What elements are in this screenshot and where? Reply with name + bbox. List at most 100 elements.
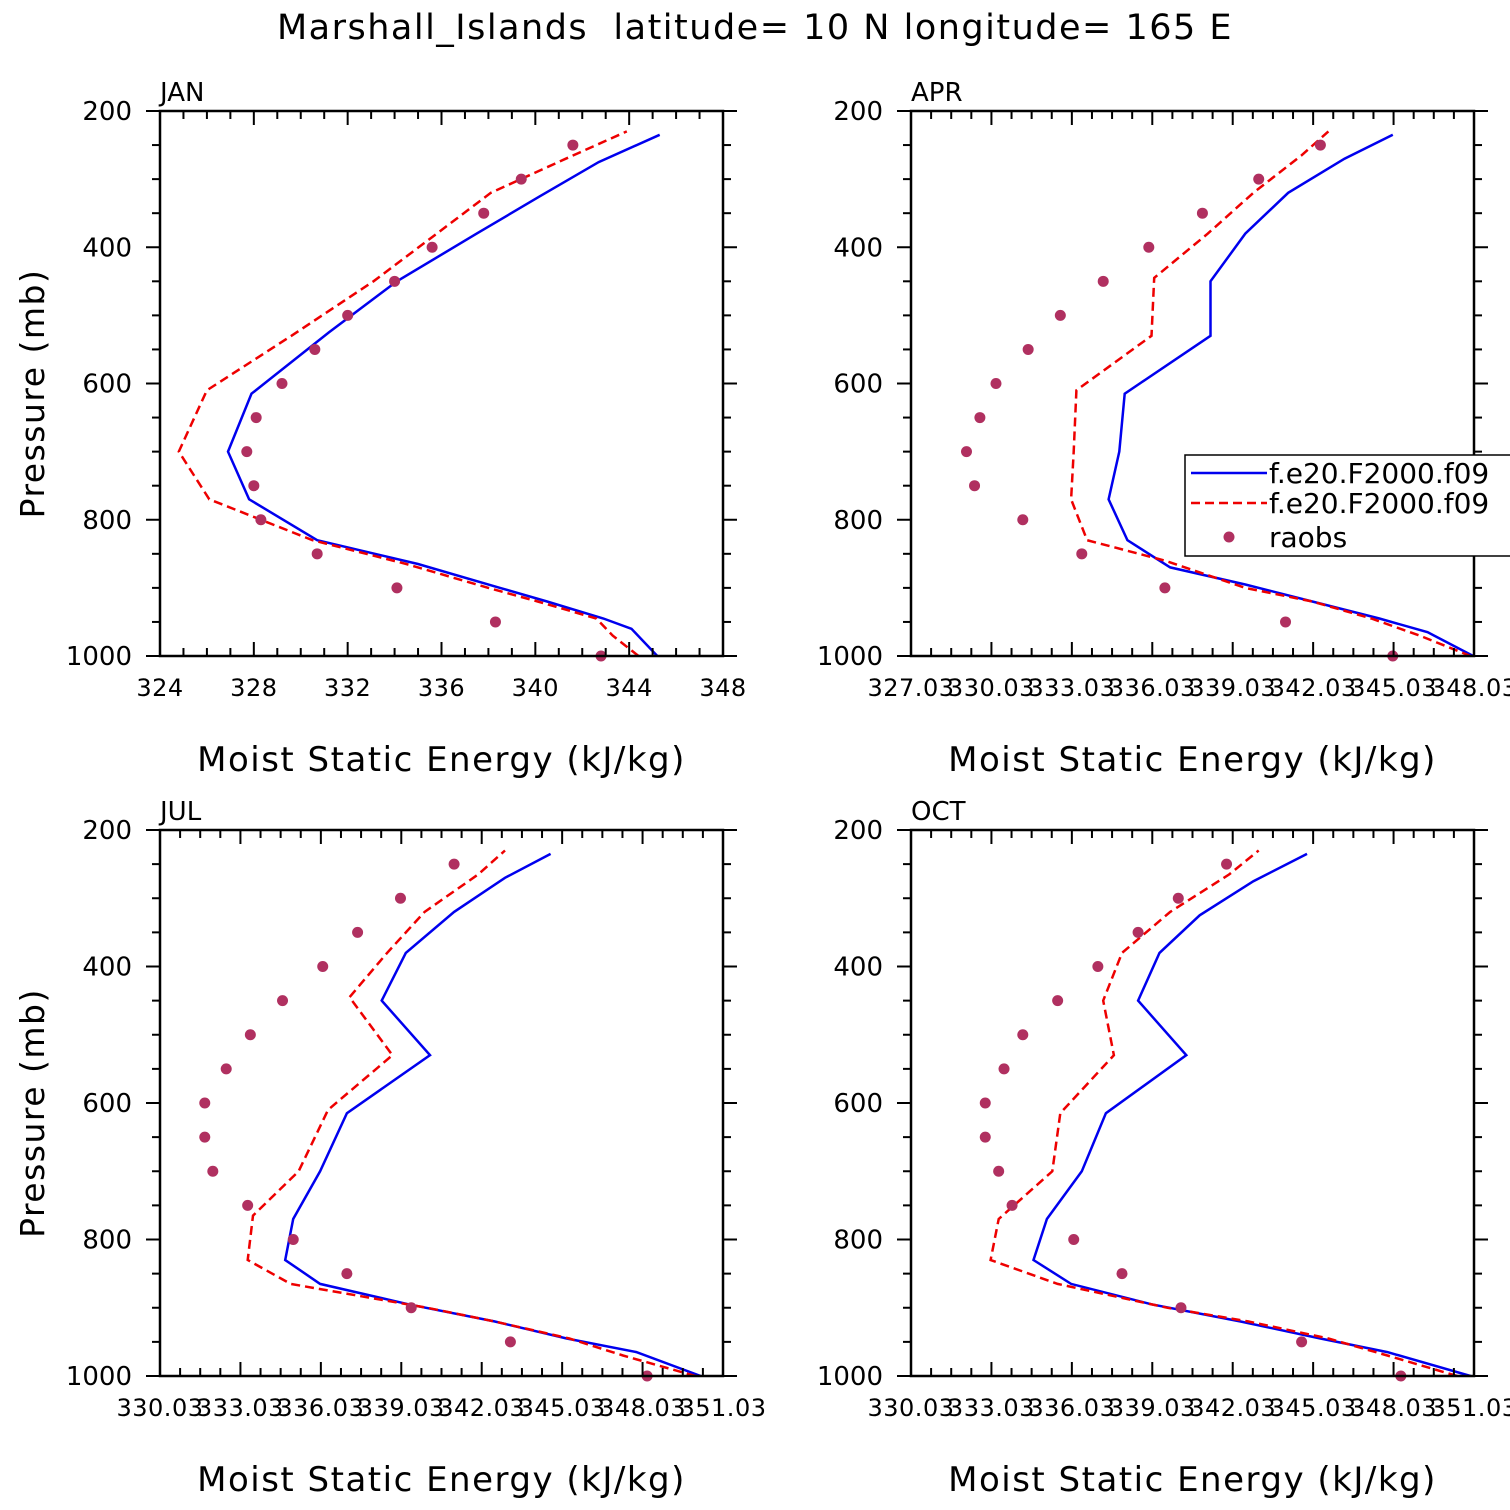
x-tick-label: 336.03: [277, 1394, 364, 1422]
x-tick-label: 333.03: [197, 1394, 284, 1422]
y-tick-label: 800: [82, 506, 132, 536]
x-tick-label: 332: [324, 674, 371, 702]
x-tick-label: 333.03: [1028, 674, 1115, 702]
raobs-point: [969, 480, 981, 492]
y-tick-label: 600: [82, 370, 132, 400]
x-tick-label: 345.03: [1270, 1394, 1357, 1422]
y-tick-label: 800: [833, 506, 883, 536]
x-tick-label: 324: [136, 674, 183, 702]
raobs-point: [1076, 548, 1088, 560]
raobs-point: [391, 582, 403, 594]
y-tick-label: 400: [833, 953, 883, 983]
raobs-point: [979, 1097, 991, 1109]
raobs-point: [241, 446, 253, 458]
series-line-solid: [1107, 133, 1474, 656]
raobs-point: [979, 1131, 991, 1143]
y-tick-label: 1000: [66, 1362, 132, 1392]
y-tick-label: 600: [833, 1089, 883, 1119]
y-axis-label: Pressure (mb): [13, 269, 52, 519]
raobs-point: [1006, 1199, 1018, 1211]
raobs-point: [248, 480, 260, 492]
raobs-point: [974, 412, 986, 424]
x-axis-label: Moist Static Energy (kJ/kg): [948, 1460, 1437, 1500]
legend-swatch-markers: [1223, 531, 1235, 543]
raobs-point: [287, 1234, 299, 1245]
y-tick-label: 200: [82, 97, 132, 127]
y-tick-label: 200: [833, 97, 883, 127]
raobs-point: [277, 995, 289, 1007]
raobs-point: [1054, 309, 1066, 321]
x-tick-label: 351.03: [1431, 1394, 1510, 1422]
raobs-point: [250, 412, 262, 424]
raobs-point: [199, 1131, 211, 1143]
y-axis-label: Pressure (mb): [13, 988, 52, 1238]
series-line-solid: [1032, 852, 1471, 1376]
raobs-point: [1175, 1302, 1187, 1314]
raobs-point: [1196, 207, 1208, 219]
raobs-point: [998, 1063, 1010, 1075]
x-tick-label: 333.03: [948, 1394, 1035, 1422]
x-tick-label: 339.03: [1189, 674, 1276, 702]
panel-jan: 324 328 332 336 340 344 348 200 400 600 800 1000 JAN…: [13, 78, 746, 780]
series-line-dashed: [989, 849, 1458, 1376]
raobs-point: [207, 1165, 219, 1177]
raobs-point: [567, 139, 579, 151]
x-tick-label: 345.03: [1350, 674, 1437, 702]
x-tick-label: 348.03: [599, 1394, 686, 1422]
plot-frame: [909, 828, 1476, 1378]
panel-label: JAN: [158, 78, 204, 108]
raobs-point: [199, 1097, 211, 1109]
raobs-point: [311, 548, 323, 560]
legend-entry: raobs: [1269, 521, 1347, 554]
raobs-point: [1097, 275, 1109, 287]
legend-entry: f.e20.F2000.f09: [1269, 457, 1489, 490]
raobs-point: [1221, 858, 1233, 870]
x-tick-label: 348: [699, 674, 746, 702]
y-tick-label: 400: [82, 953, 132, 983]
x-tick-label: 348.03: [1350, 1394, 1437, 1422]
x-tick-label: 328: [230, 674, 277, 702]
x-tick-label: 342.03: [438, 1394, 525, 1422]
raobs-point: [1159, 582, 1171, 594]
raobs-point: [1052, 995, 1064, 1007]
raobs-point: [317, 961, 329, 972]
y-tick-label: 600: [82, 1089, 132, 1119]
raobs-point: [489, 616, 501, 628]
figure-title: Marshall_Islands latitude= 10 N longitud…: [276, 8, 1234, 48]
raobs-point: [1022, 343, 1034, 355]
raobs-point: [1017, 514, 1029, 526]
raobs-point: [242, 1199, 254, 1211]
raobs-point: [990, 378, 1002, 389]
x-tick-label: 327.03: [868, 674, 955, 702]
raobs-point: [1116, 1268, 1128, 1280]
x-tick-label: 340: [512, 674, 559, 702]
raobs-point: [389, 275, 401, 287]
x-tick-label: 330.03: [117, 1394, 204, 1422]
y-tick-label: 800: [833, 1226, 883, 1256]
y-tick-label: 200: [82, 816, 132, 846]
x-tick-label: 336.03: [1028, 1394, 1115, 1422]
raobs-point: [1092, 961, 1104, 972]
panel-label: JUL: [158, 797, 202, 827]
x-axis-label: Moist Static Energy (kJ/kg): [948, 740, 1437, 780]
plot-frame: [158, 828, 725, 1378]
series-line-solid: [226, 133, 661, 656]
raobs-point: [1132, 926, 1144, 938]
raobs-point: [276, 378, 288, 389]
x-tick-label: 342.03: [1270, 674, 1357, 702]
y-tick-label: 1000: [817, 1362, 883, 1392]
x-tick-label: 339.03: [1109, 1394, 1196, 1422]
x-tick-label: 351.03: [680, 1394, 767, 1422]
x-tick-label: 344: [606, 674, 653, 702]
y-tick-label: 600: [833, 370, 883, 400]
raobs-point: [244, 1029, 256, 1041]
raobs-point: [1253, 173, 1265, 185]
raobs-point: [426, 241, 438, 253]
series-line-dashed: [246, 849, 696, 1376]
x-tick-label: 348.03: [1431, 674, 1510, 702]
legend-entry: f.e20.F2000.f09: [1269, 487, 1489, 520]
raobs-point: [448, 858, 460, 870]
raobs-point: [341, 1268, 353, 1280]
